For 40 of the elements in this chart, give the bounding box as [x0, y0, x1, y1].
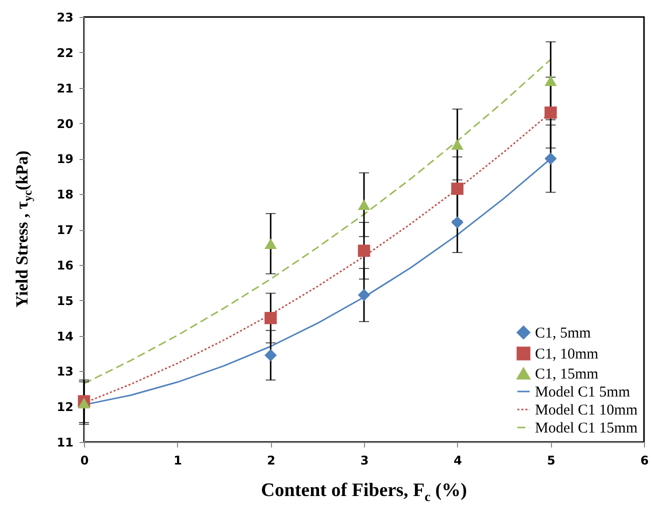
point	[544, 106, 557, 119]
y-tick-label: 11	[56, 436, 74, 450]
point	[451, 216, 464, 229]
y-tick-label: 22	[56, 46, 74, 60]
x-tick-label: 6	[640, 454, 649, 468]
point	[358, 288, 370, 302]
y-tick-label: 14	[56, 329, 74, 344]
y-tick-label: 23	[56, 10, 74, 24]
y-tick-label: 17	[56, 223, 74, 237]
point	[451, 182, 464, 195]
legend-label: C1, 10mm	[535, 346, 599, 362]
legend-label: C1, 5mm	[535, 326, 592, 342]
point	[264, 349, 277, 362]
point	[451, 139, 464, 150]
point	[264, 238, 277, 249]
legend-label: Model C1 15mm	[535, 420, 638, 436]
y-tick-label: 16	[56, 258, 74, 272]
point	[358, 244, 370, 257]
y-tick-label: 12	[56, 400, 74, 414]
x-tick-label: 5	[546, 454, 556, 468]
point	[544, 152, 557, 165]
y-tick-label: 19	[56, 152, 74, 166]
x-tick-label: 2	[266, 454, 276, 468]
x-axis-title: Content of Fibers, F$_{c}$ (%)	[260, 480, 468, 505]
y-tick-label: 15	[56, 294, 74, 308]
x-tick-label: 3	[360, 454, 369, 468]
x-tick-label: 1	[174, 454, 182, 468]
y-tick-label: 21	[56, 81, 74, 96]
y-tick-label: 13	[56, 364, 74, 379]
x-tick-label: 4	[454, 454, 462, 468]
point	[358, 199, 370, 210]
legend-label: Model C1 10mm	[535, 402, 638, 418]
x-tick-label: 0	[80, 454, 89, 468]
point	[78, 398, 90, 408]
y-tick-label: 18	[56, 188, 74, 202]
legend-label: Model C1 5mm	[535, 384, 630, 400]
point	[544, 75, 557, 86]
legend-label: C1, 15mm	[535, 366, 599, 382]
y-tick-label: 20	[56, 116, 74, 131]
point	[264, 312, 277, 324]
